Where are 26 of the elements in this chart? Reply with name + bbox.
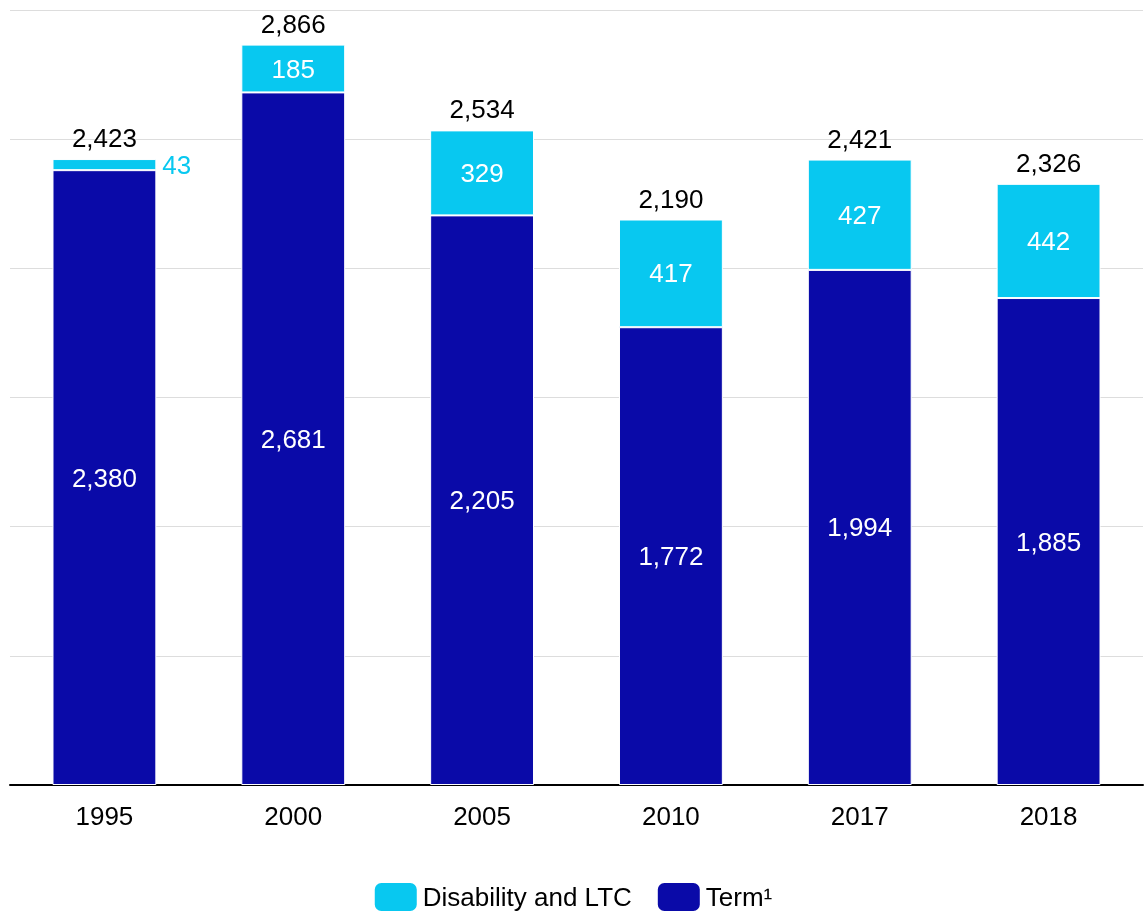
legend-label: Disability and LTC bbox=[422, 882, 632, 912]
total-label: 2,866 bbox=[260, 8, 326, 39]
legend-label: Term¹ bbox=[705, 882, 773, 912]
data-label: 1,772 bbox=[638, 541, 704, 572]
data-label: 427 bbox=[838, 199, 882, 230]
x-tick-label: 2005 bbox=[453, 801, 512, 831]
data-label: 1,885 bbox=[1016, 526, 1082, 557]
data-label: 442 bbox=[1026, 225, 1071, 256]
x-tick-label: 2018 bbox=[1019, 801, 1078, 831]
x-tick-label: 1995 bbox=[75, 801, 134, 831]
data-label: 185 bbox=[271, 53, 315, 84]
x-tick-label: 2010 bbox=[641, 801, 700, 831]
x-tick-label: 2000 bbox=[264, 801, 323, 831]
total-label: 2,421 bbox=[827, 123, 893, 154]
total-label: 2,423 bbox=[71, 123, 137, 154]
total-label: 2,326 bbox=[1016, 147, 1082, 178]
data-label: 2,681 bbox=[260, 423, 326, 454]
data-label: 2,380 bbox=[71, 462, 137, 493]
x-tick-label: 2017 bbox=[830, 801, 889, 831]
data-label: 417 bbox=[649, 258, 693, 289]
data-label: 1,994 bbox=[827, 512, 893, 543]
data-label: 2,205 bbox=[449, 485, 515, 516]
total-label: 2,190 bbox=[638, 183, 704, 214]
total-label: 2,534 bbox=[449, 94, 515, 125]
data-label: 43 bbox=[162, 149, 192, 180]
data-label: 329 bbox=[460, 157, 504, 188]
